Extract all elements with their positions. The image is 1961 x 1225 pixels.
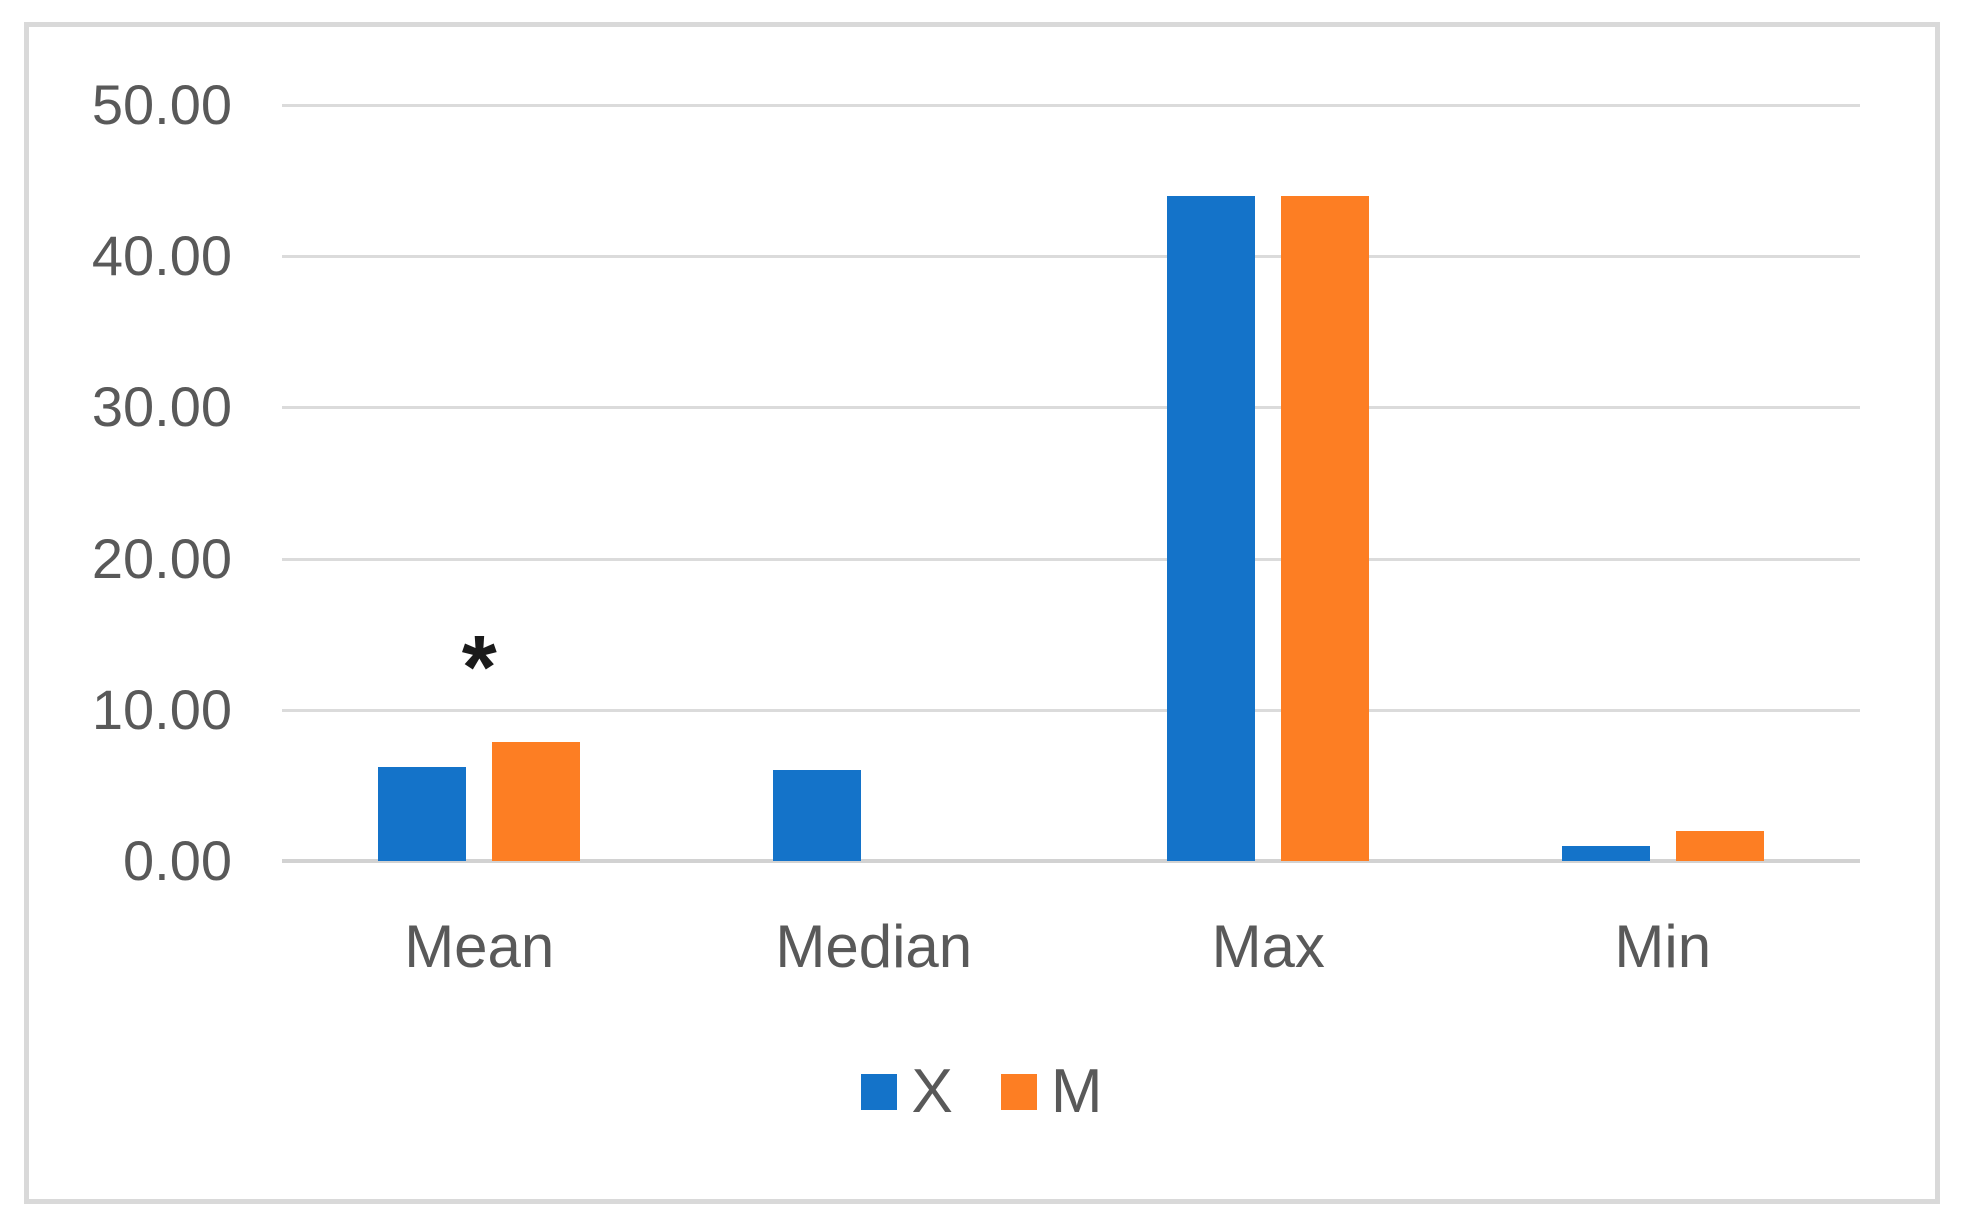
y-tick-label-30: 30.00 — [91, 375, 232, 439]
bar-m-mean — [492, 741, 581, 861]
gridline-10 — [282, 708, 1860, 712]
legend-entry-x: X — [861, 1056, 953, 1128]
gridline-40 — [282, 255, 1860, 259]
legend-swatch-x — [861, 1074, 898, 1110]
bar-x-min — [1561, 845, 1650, 861]
category-label-max: Max — [1211, 913, 1325, 980]
bar-x-max — [1167, 195, 1256, 861]
x-axis-line — [282, 859, 1860, 863]
legend-label-x: X — [911, 1057, 953, 1126]
gridline-20 — [282, 557, 1860, 561]
y-tick-label-10: 10.00 — [91, 677, 232, 741]
legend-entry-m: M — [1000, 1056, 1103, 1128]
legend-swatch-m — [1000, 1074, 1037, 1110]
chart-frame — [24, 22, 1940, 1204]
legend-label-m: M — [1050, 1057, 1103, 1126]
y-tick-label-20: 20.00 — [91, 526, 232, 590]
bar-m-min — [1675, 830, 1764, 861]
significance-asterisk-mean: * — [461, 617, 497, 718]
category-label-min: Min — [1614, 913, 1712, 980]
bar-x-mean — [378, 767, 467, 861]
gridline-30 — [282, 406, 1860, 410]
gridline-50 — [282, 104, 1860, 107]
bar-m-max — [1281, 195, 1370, 861]
y-tick-label-0: 0.00 — [123, 829, 232, 892]
bar-x-median — [772, 770, 861, 861]
category-label-median: Median — [775, 913, 973, 980]
category-label-mean: Mean — [404, 913, 555, 980]
y-tick-label-40: 40.00 — [91, 224, 232, 288]
y-tick-label-50: 50.00 — [91, 73, 232, 136]
